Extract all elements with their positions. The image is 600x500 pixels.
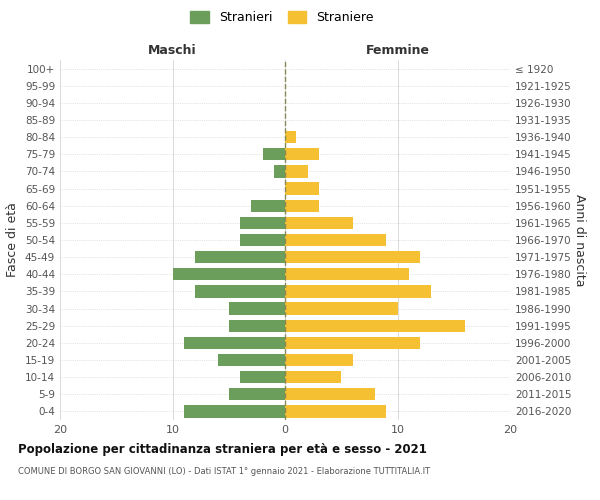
Bar <box>285 182 319 194</box>
Bar <box>195 286 285 298</box>
Bar <box>285 268 409 280</box>
Bar <box>285 388 375 400</box>
Bar <box>184 336 285 349</box>
Text: Maschi: Maschi <box>148 44 197 57</box>
Bar <box>218 354 285 366</box>
Bar <box>285 216 353 229</box>
Bar <box>285 371 341 384</box>
Text: Popolazione per cittadinanza straniera per età e sesso - 2021: Popolazione per cittadinanza straniera p… <box>18 442 427 456</box>
Bar <box>285 234 386 246</box>
Bar <box>285 148 319 160</box>
Bar <box>285 286 431 298</box>
Bar <box>229 388 285 400</box>
Bar <box>251 200 285 212</box>
Y-axis label: Anni di nascita: Anni di nascita <box>572 194 586 286</box>
Bar <box>240 371 285 384</box>
Bar <box>285 406 386 417</box>
Legend: Stranieri, Straniere: Stranieri, Straniere <box>190 11 374 24</box>
Bar <box>173 268 285 280</box>
Y-axis label: Fasce di età: Fasce di età <box>7 202 19 278</box>
Bar <box>184 406 285 417</box>
Bar <box>240 216 285 229</box>
Bar <box>285 302 398 314</box>
Bar <box>229 320 285 332</box>
Bar <box>285 320 465 332</box>
Bar <box>285 354 353 366</box>
Bar <box>240 234 285 246</box>
Bar <box>285 131 296 143</box>
Bar <box>263 148 285 160</box>
Bar <box>274 166 285 177</box>
Bar <box>285 336 420 349</box>
Text: COMUNE DI BORGO SAN GIOVANNI (LO) - Dati ISTAT 1° gennaio 2021 - Elaborazione TU: COMUNE DI BORGO SAN GIOVANNI (LO) - Dati… <box>18 468 430 476</box>
Bar <box>285 251 420 264</box>
Bar <box>229 302 285 314</box>
Bar <box>195 251 285 264</box>
Text: Femmine: Femmine <box>365 44 430 57</box>
Bar <box>285 200 319 212</box>
Bar <box>285 166 308 177</box>
